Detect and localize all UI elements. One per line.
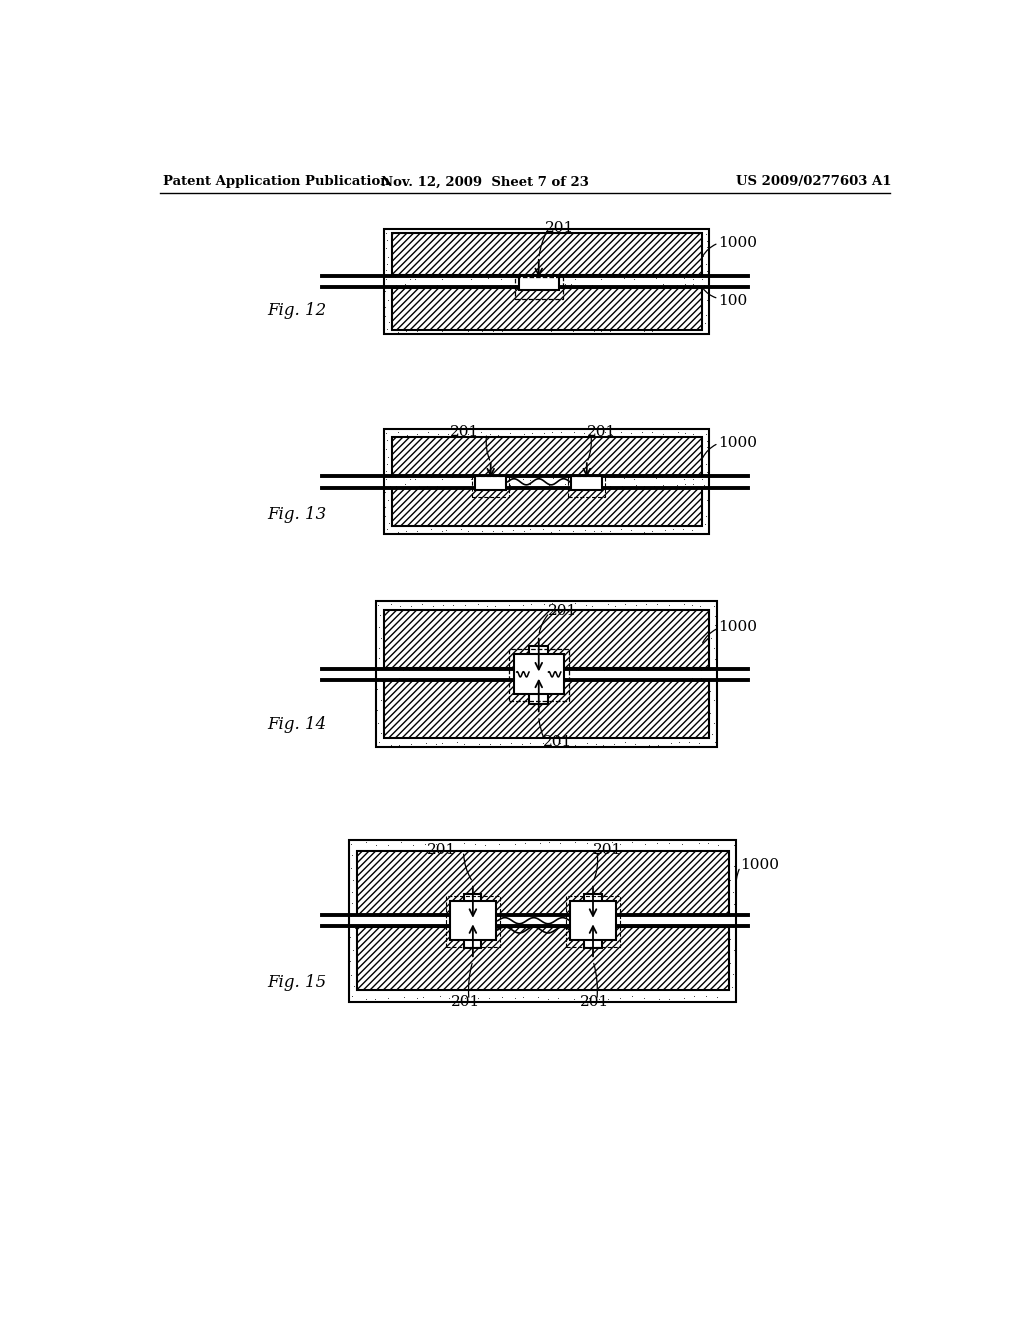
Bar: [472, 477, 509, 496]
Text: 201: 201: [543, 735, 571, 748]
Bar: [569, 902, 616, 940]
Text: 201: 201: [593, 843, 623, 857]
Text: 201: 201: [450, 425, 479, 438]
Bar: [391, 288, 701, 330]
Bar: [445, 896, 500, 946]
Text: 201: 201: [451, 994, 480, 1008]
Bar: [566, 896, 621, 946]
Bar: [356, 927, 729, 990]
Bar: [391, 234, 701, 276]
Text: Fig. 12: Fig. 12: [267, 302, 327, 319]
Bar: [585, 894, 601, 921]
Bar: [529, 675, 549, 704]
Bar: [376, 601, 717, 747]
Bar: [391, 437, 701, 475]
Text: 201: 201: [545, 220, 574, 235]
Bar: [571, 477, 602, 490]
Text: 201: 201: [580, 994, 609, 1008]
Bar: [475, 477, 506, 490]
Bar: [509, 649, 568, 701]
Text: 201: 201: [427, 843, 456, 857]
Text: Fig. 15: Fig. 15: [267, 974, 327, 991]
Bar: [464, 921, 481, 949]
Bar: [518, 276, 559, 290]
Bar: [529, 645, 549, 675]
Bar: [450, 902, 496, 940]
Text: Fig. 13: Fig. 13: [267, 506, 327, 523]
Text: Patent Application Publication: Patent Application Publication: [163, 176, 389, 189]
Bar: [568, 477, 605, 496]
Bar: [384, 429, 710, 535]
Bar: [464, 894, 481, 921]
Text: 1000: 1000: [719, 619, 758, 634]
Bar: [391, 488, 701, 527]
Text: 100: 100: [719, 294, 748, 308]
Bar: [585, 921, 601, 949]
Bar: [349, 840, 736, 1002]
Bar: [384, 610, 710, 668]
Bar: [384, 230, 710, 334]
Text: 1000: 1000: [740, 858, 779, 873]
Text: 201: 201: [548, 605, 578, 618]
Bar: [356, 851, 729, 915]
Bar: [515, 277, 563, 300]
Text: 201: 201: [587, 425, 616, 438]
Bar: [514, 655, 564, 694]
Text: 1000: 1000: [719, 236, 758, 249]
Text: Fig. 14: Fig. 14: [267, 715, 327, 733]
Text: US 2009/0277603 A1: US 2009/0277603 A1: [736, 176, 891, 189]
Text: Nov. 12, 2009  Sheet 7 of 23: Nov. 12, 2009 Sheet 7 of 23: [381, 176, 589, 189]
Bar: [384, 681, 710, 738]
Text: 1000: 1000: [719, 437, 758, 450]
